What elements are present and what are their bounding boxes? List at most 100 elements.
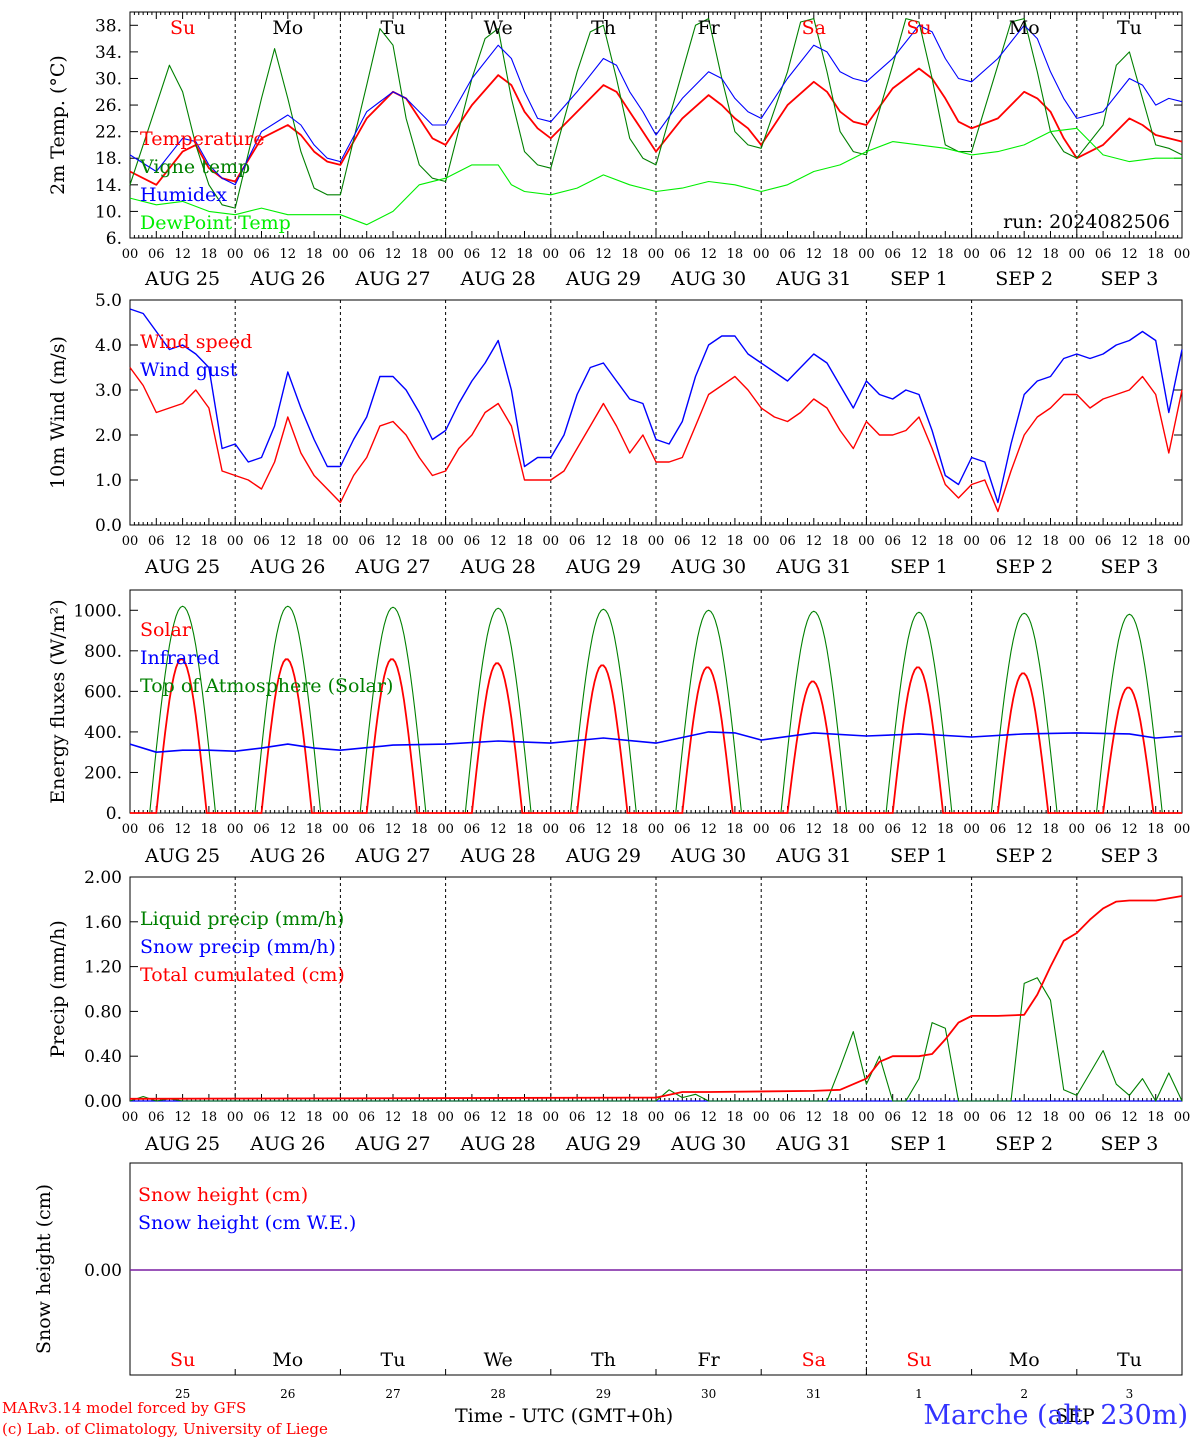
y-tick-label: 1.0 (95, 471, 122, 491)
weekday-label: Mo (1009, 17, 1040, 39)
hour-tick-label: 12 (700, 247, 717, 262)
hour-tick-label: 06 (148, 534, 165, 549)
hour-tick-label: 18 (516, 1110, 533, 1125)
time-axis-label: Time - UTC (GMT+0h) (455, 1405, 674, 1427)
date-label: SEP 1 (890, 1133, 948, 1155)
hour-tick-label: 00 (437, 1110, 454, 1125)
day-number-label: 31 (806, 1387, 821, 1400)
hour-tick-label: 00 (332, 247, 349, 262)
y-tick-label: 800. (84, 642, 122, 662)
date-label: AUG 26 (249, 845, 325, 867)
hour-tick-label: 06 (1095, 247, 1112, 262)
series-line-vigne-temp (129, 18, 1183, 209)
hour-tick-label: 00 (858, 534, 875, 549)
hour-tick-label: 06 (884, 534, 901, 549)
date-label: AUG 25 (144, 556, 220, 578)
hour-tick-label: 18 (727, 1110, 744, 1125)
day-number-label: 26 (280, 1387, 295, 1400)
hour-tick-label: 06 (1095, 1110, 1112, 1125)
hour-tick-label: 06 (464, 534, 481, 549)
y-tick-label: 26. (95, 96, 122, 116)
hour-tick-label: 00 (648, 822, 665, 837)
hour-tick-label: 12 (806, 534, 823, 549)
station-title: Marche (alt. 230m) (923, 1400, 1188, 1431)
hour-tick-label: 12 (385, 1110, 402, 1125)
hour-tick-label: 06 (464, 822, 481, 837)
y-tick-label: 10. (95, 202, 122, 222)
date-label: AUG 31 (775, 268, 851, 290)
hour-tick-label: 12 (174, 534, 191, 549)
hour-tick-label: 18 (727, 822, 744, 837)
date-label: AUG 27 (354, 1133, 430, 1155)
hour-tick-label: 06 (674, 822, 691, 837)
series-line-humidex (129, 24, 1183, 186)
day-number-label: 30 (701, 1387, 716, 1400)
day-number-label: 1 (915, 1387, 923, 1400)
meteogram: 00 06 12 18 00 06 12 18 00 06 12 18 00 06 12 18 00 06 12 18… (33, 11, 1190, 1400)
y-tick-label: 30. (95, 69, 122, 89)
hour-tick-label: 00 (332, 822, 349, 837)
y-axis-label: 2m Temp. (°C) (47, 55, 69, 195)
date-label: AUG 26 (249, 268, 325, 290)
series-line-infrared (129, 731, 1183, 754)
day-number-label: 29 (596, 1387, 611, 1400)
y-tick-label: 0.80 (84, 1002, 122, 1022)
date-label: AUG 28 (460, 1133, 536, 1155)
date-label: AUG 27 (354, 268, 430, 290)
hour-tick-label: 12 (174, 247, 191, 262)
weekday-label: Mo (1009, 1349, 1040, 1371)
hour-tick-label: 00 (227, 534, 244, 549)
hour-tick-label: 18 (306, 534, 323, 549)
hour-tick-label: 00 (858, 1110, 875, 1125)
series-line-dewpoint-temp (129, 127, 1182, 226)
hour-tick-label: 06 (1095, 534, 1112, 549)
date-label: AUG 30 (670, 845, 746, 867)
weekday-label: Th (591, 17, 616, 39)
hour-tick-label: 00 (648, 1110, 665, 1125)
date-label: AUG 25 (144, 845, 220, 867)
date-label: SEP 3 (1100, 1133, 1158, 1155)
date-label: AUG 29 (565, 556, 641, 578)
hour-tick-label: 06 (569, 822, 586, 837)
hour-tick-label: 06 (990, 534, 1007, 549)
hour-tick-label: 06 (464, 1110, 481, 1125)
date-label: AUG 28 (460, 556, 536, 578)
hour-tick-label: 00 (122, 534, 139, 549)
hour-tick-label: 12 (280, 534, 297, 549)
hour-tick-label: 06 (253, 534, 270, 549)
hour-tick-label: 18 (621, 247, 638, 262)
hour-tick-label: 00 (543, 534, 560, 549)
hour-tick-label: 00 (122, 1110, 139, 1125)
hour-tick-label: 18 (621, 822, 638, 837)
date-label: SEP 2 (995, 845, 1053, 867)
hour-tick-label: 12 (1016, 822, 1033, 837)
hour-tick-label: 06 (148, 822, 165, 837)
date-label: AUG 25 (144, 268, 220, 290)
hour-tick-label: 12 (1121, 247, 1138, 262)
hour-tick-label: 00 (648, 534, 665, 549)
hour-tick-label: 06 (674, 534, 691, 549)
date-label: AUG 29 (565, 845, 641, 867)
y-tick-label: 0.00 (84, 1092, 122, 1112)
hour-tick-label: 06 (253, 822, 270, 837)
hour-tick-label: 18 (1042, 247, 1059, 262)
weekday-label: Th (591, 1349, 616, 1371)
hour-tick-label: 18 (621, 1110, 638, 1125)
date-label: AUG 28 (460, 845, 536, 867)
hour-tick-label: 18 (1147, 247, 1164, 262)
hour-tick-label: 06 (569, 1110, 586, 1125)
day-number-label: 28 (491, 1387, 506, 1400)
series-line-total-cumulated-cm- (129, 895, 1183, 1100)
day-number-label: 2 (1020, 1387, 1028, 1400)
y-tick-label: 38. (95, 16, 122, 36)
date-label: SEP 2 (995, 556, 1053, 578)
hour-tick-label: 12 (280, 822, 297, 837)
y-tick-label: 14. (95, 176, 122, 196)
hour-tick-label: 18 (201, 1110, 218, 1125)
hour-tick-label: 12 (911, 534, 928, 549)
y-tick-label: 5.0 (95, 291, 122, 311)
y-tick-label: 200. (84, 763, 122, 783)
y-tick-label: 1.60 (84, 913, 122, 933)
weekday-label: Su (170, 17, 195, 39)
hour-tick-label: 06 (779, 822, 796, 837)
